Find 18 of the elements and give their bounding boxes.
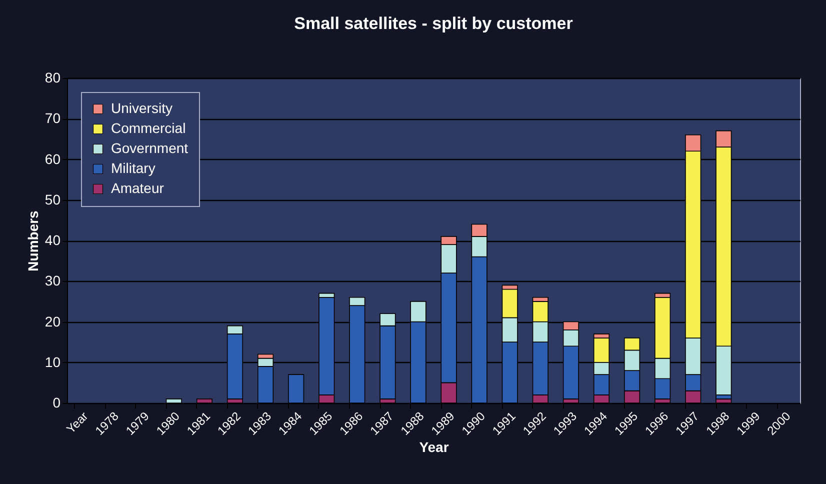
y-tick-label: 10 xyxy=(44,354,61,370)
y-tick-label: 70 xyxy=(44,110,61,126)
legend-label: Military xyxy=(111,160,156,176)
y-tick-label: 40 xyxy=(44,232,61,248)
y-tick-label: 80 xyxy=(44,70,61,86)
y-tick-label: 60 xyxy=(44,150,61,167)
legend-label: Amateur xyxy=(111,180,164,196)
legend-label: University xyxy=(111,100,172,116)
y-axis-title: Numbers xyxy=(24,210,41,272)
x-tick-label: Year xyxy=(64,409,91,436)
chart-title: Small satellites - split by customer xyxy=(294,14,574,33)
legend-label: Commercial xyxy=(111,120,186,136)
y-tick-label: 30 xyxy=(44,272,61,289)
x-axis-title: Year xyxy=(419,439,450,456)
y-tick-label: 50 xyxy=(44,191,61,208)
y-tick-label: 0 xyxy=(52,394,61,410)
y-tick-label: 20 xyxy=(44,313,61,330)
legend-label: Government xyxy=(111,140,188,156)
